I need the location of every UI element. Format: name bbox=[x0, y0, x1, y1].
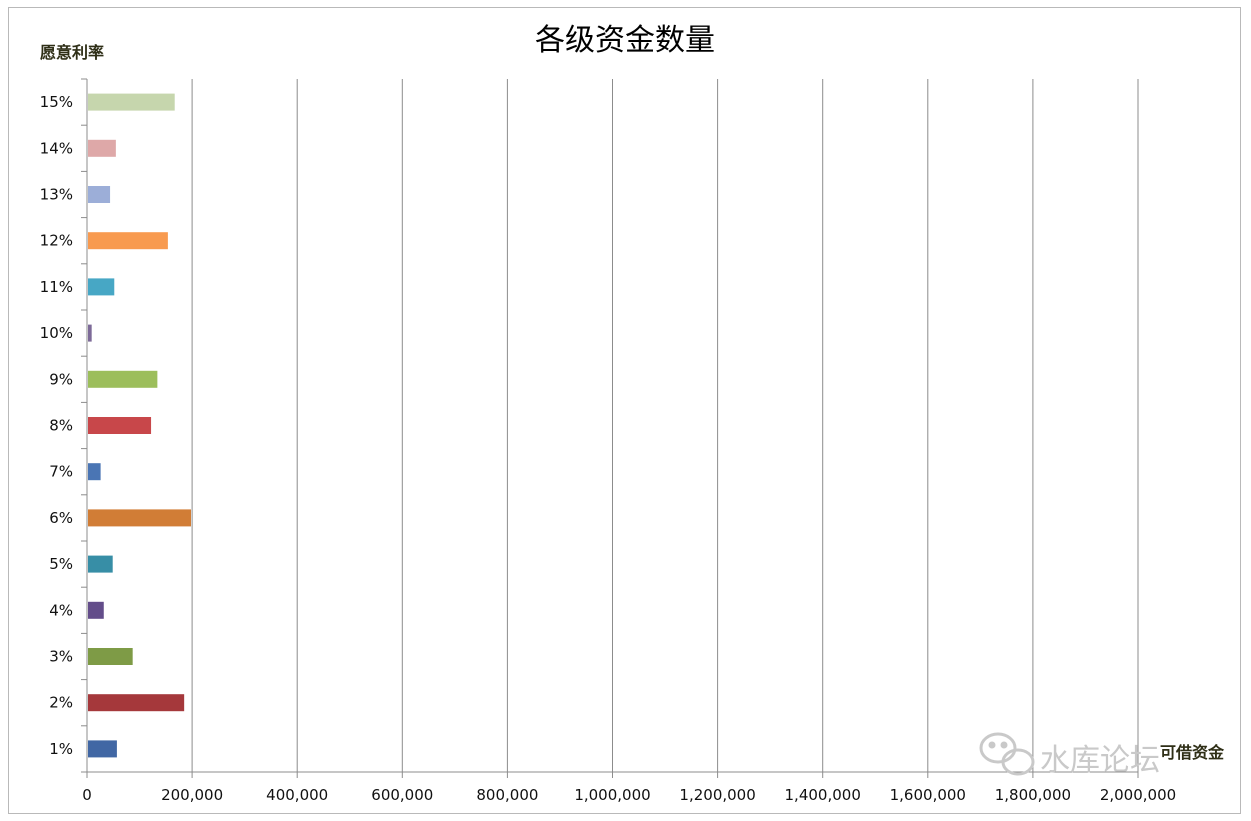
x-tick-labels: 0 200,000 400,000 600,000 800,000 1,000,000 1,… bbox=[82, 786, 1176, 804]
chart-title: 各级资金数量 bbox=[535, 23, 715, 58]
x-tick-label: 600,000 bbox=[371, 786, 433, 804]
bar-2pct bbox=[88, 694, 185, 712]
chart-frame bbox=[8, 7, 1241, 814]
bar-3pct bbox=[88, 648, 133, 665]
x-tick-label: 800,000 bbox=[476, 786, 538, 804]
bar-10pct bbox=[88, 324, 92, 342]
bar-7pct bbox=[88, 463, 101, 481]
bar-12pct bbox=[88, 232, 168, 250]
x-tick-label: 2,000,000 bbox=[1100, 786, 1176, 804]
y-tick-label: 5% bbox=[49, 555, 73, 573]
y-axis-title: 愿意利率 bbox=[40, 43, 104, 62]
bar-11pct bbox=[88, 278, 115, 296]
x-tick-label: 1,400,000 bbox=[785, 786, 861, 804]
x-tick-label: 0 bbox=[82, 786, 92, 804]
y-tick-label: 13% bbox=[40, 186, 73, 204]
y-tick-label: 12% bbox=[40, 232, 73, 250]
bar-13pct bbox=[88, 186, 111, 203]
wechat-icon bbox=[979, 732, 1035, 776]
x-tick-label: 1,000,000 bbox=[574, 786, 650, 804]
gridlines bbox=[191, 79, 1139, 772]
bar-8pct bbox=[88, 417, 152, 434]
bar-5pct bbox=[88, 555, 113, 573]
x-tick-label: 1,600,000 bbox=[890, 786, 966, 804]
x-tick-label: 200,000 bbox=[161, 786, 223, 804]
axes bbox=[81, 78, 1139, 778]
y-tick-label: 1% bbox=[49, 740, 73, 758]
x-tick-label: 400,000 bbox=[266, 786, 328, 804]
y-tick-label: 2% bbox=[49, 694, 73, 712]
y-tick-label: 9% bbox=[49, 370, 73, 388]
bar-15pct bbox=[88, 93, 175, 111]
y-tick-label: 3% bbox=[49, 648, 73, 666]
y-tick-label: 11% bbox=[40, 278, 73, 296]
watermark: 水库论坛 bbox=[979, 732, 1160, 778]
y-tick-label: 6% bbox=[49, 509, 73, 527]
bar-1pct bbox=[88, 740, 117, 758]
watermark-text: 水库论坛 bbox=[1040, 743, 1160, 778]
y-tick-label: 8% bbox=[49, 417, 73, 435]
y-tick-label: 10% bbox=[40, 324, 73, 342]
y-tick-label: 4% bbox=[49, 601, 73, 619]
bar-9pct bbox=[88, 370, 158, 388]
y-tick-label: 15% bbox=[40, 93, 73, 111]
y-tick-labels: 1% 2% 3% 4% 5% 6% 7% 8% 9% 10% 11% 12% 13% 14% 15% bbox=[40, 93, 73, 758]
x-tick-label: 1,800,000 bbox=[995, 786, 1071, 804]
bars bbox=[88, 93, 191, 758]
y-tick-label: 7% bbox=[49, 463, 73, 481]
bar-6pct bbox=[88, 509, 191, 527]
x-axis-title: 可借资金 bbox=[1160, 743, 1225, 762]
bar-4pct bbox=[88, 601, 104, 619]
bar-14pct bbox=[88, 139, 116, 157]
y-tick-label: 14% bbox=[40, 139, 73, 157]
x-tick-label: 1,200,000 bbox=[679, 786, 755, 804]
